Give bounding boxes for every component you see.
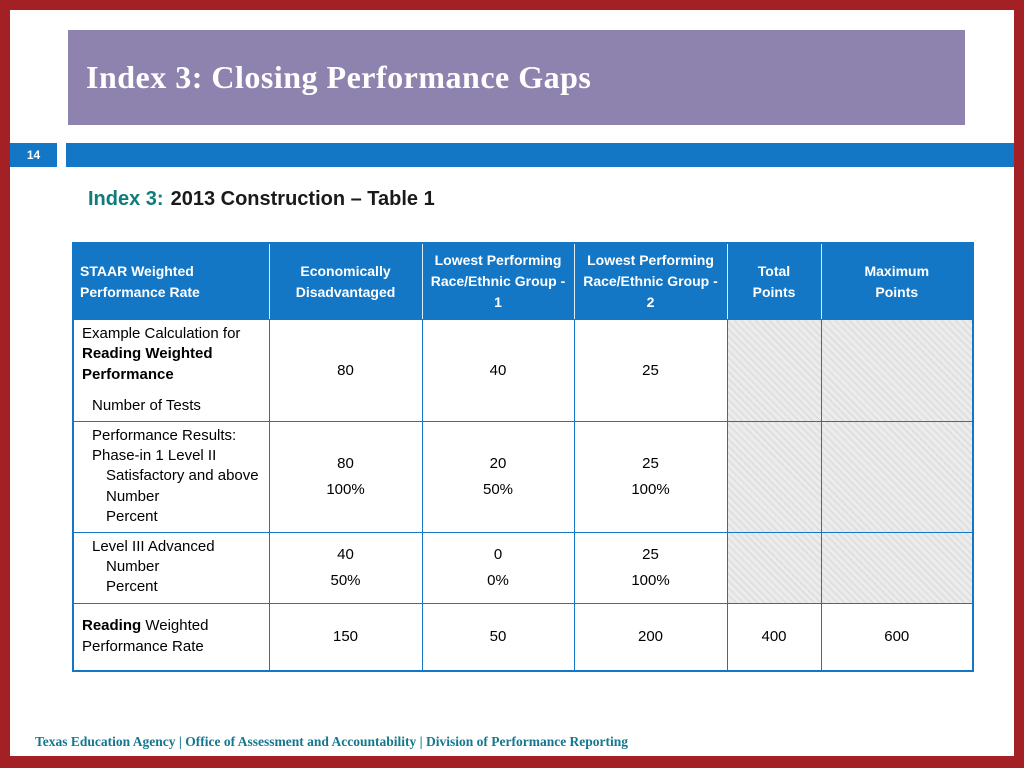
accent-bar bbox=[66, 143, 1014, 167]
value-cell: 200 bbox=[573, 602, 728, 672]
slide-title: Index 3: Closing Performance Gaps bbox=[86, 59, 592, 95]
table-row: Example Calculation for Reading Weighted P… bbox=[72, 319, 974, 422]
value-cell bbox=[820, 531, 974, 604]
value-cell: 400 bbox=[726, 602, 822, 672]
performance-table: STAAR Weighted Performance Rate Economical… bbox=[72, 242, 974, 672]
value-cell: 50 bbox=[421, 602, 575, 672]
table-header-col-4: Total Points bbox=[726, 243, 821, 320]
table-header-row: STAAR Weighted Performance Rate Economical… bbox=[73, 243, 973, 320]
value-cell bbox=[820, 319, 974, 422]
table-header-row: STAAR Weighted Performance Rate Economical… bbox=[73, 243, 973, 320]
table-row: Performance Results: Phase-in 1 Level II S… bbox=[72, 420, 974, 533]
row-label: Performance Results: Phase-in 1 Level II S… bbox=[72, 420, 270, 533]
value-cell bbox=[726, 531, 822, 604]
slide-number: 14 bbox=[26, 148, 41, 162]
slide-number-badge: 14 bbox=[10, 143, 57, 167]
table-header-col-1: Economically Disadvantaged bbox=[268, 243, 422, 320]
value-cell: 25 bbox=[573, 319, 728, 422]
value-cell: 20 50% bbox=[421, 420, 575, 533]
table-row: Reading Weighted Performance Rate 150 50 200… bbox=[72, 602, 974, 672]
value-cell: 80 bbox=[268, 319, 423, 422]
slide-subtitle: Index 3: 2013 Construction – Table 1 bbox=[88, 188, 435, 211]
table-row: Level III Advanced Number Percent 40 50% 0 0% 2… bbox=[72, 531, 974, 604]
row-label: Example Calculation for Reading Weighted P… bbox=[72, 319, 270, 422]
slide-title-bar: Index 3: Closing Performance Gaps bbox=[68, 30, 965, 125]
row-label: Level III Advanced Number Percent bbox=[72, 531, 270, 604]
table-header-col-5: Maximum Points bbox=[820, 243, 973, 320]
footer-text: Texas Education Agency | Office of Asses… bbox=[35, 734, 629, 749]
value-cell bbox=[726, 420, 822, 533]
value-cell: 40 50% bbox=[268, 531, 423, 604]
value-cell: 25 100% bbox=[573, 531, 728, 604]
value-cell bbox=[726, 319, 822, 422]
value-cell: 25 100% bbox=[573, 420, 728, 533]
table-header-col-0: STAAR Weighted Performance Rate bbox=[73, 243, 269, 320]
subtitle-text: 2013 Construction – Table 1 bbox=[170, 188, 435, 210]
value-cell: 150 bbox=[268, 602, 423, 672]
value-cell: 80 100% bbox=[268, 420, 423, 533]
subtitle-prefix: Index 3: bbox=[88, 188, 164, 210]
table-body: Example Calculation for Reading Weighted P… bbox=[72, 319, 974, 672]
table-header-col-3: Lowest Performing Race/Ethnic Group - 2 bbox=[573, 243, 727, 320]
table-header-col-2: Lowest Performing Race/Ethnic Group - 1 bbox=[421, 243, 574, 320]
value-cell: 0 0% bbox=[421, 531, 575, 604]
value-cell: 40 bbox=[421, 319, 575, 422]
value-cell: 600 bbox=[820, 602, 974, 672]
value-cell bbox=[820, 420, 974, 533]
row-label: Reading Weighted Performance Rate bbox=[72, 602, 270, 672]
